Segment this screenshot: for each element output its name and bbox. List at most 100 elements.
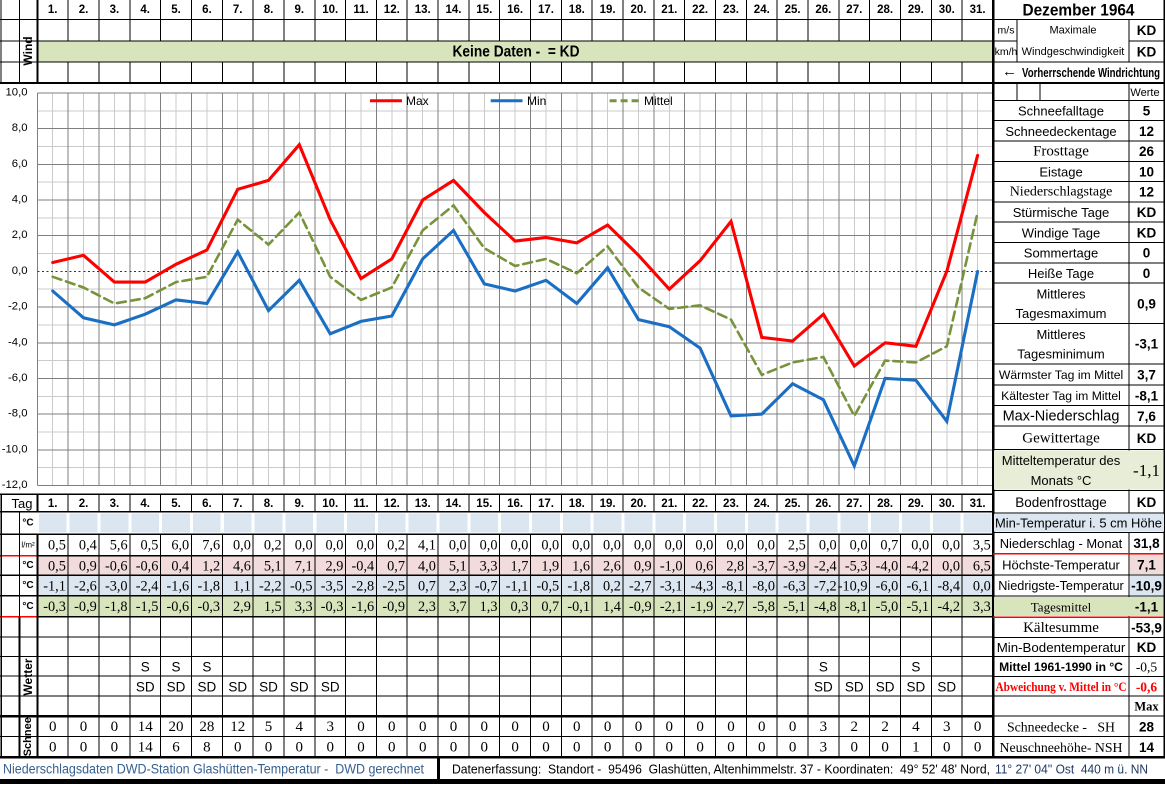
svg-text:9.: 9. [295,498,305,510]
svg-text:3,3: 3,3 [480,558,498,574]
svg-text:Frosttage: Frosttage [1033,144,1089,160]
svg-text:5: 5 [1143,104,1151,119]
svg-text:30.: 30. [939,498,955,510]
svg-text:-6,0: -6,0 [8,372,27,384]
svg-text:-7,2: -7,2 [814,578,837,594]
svg-text:0: 0 [49,740,57,756]
svg-text:6,0: 6,0 [12,158,28,170]
svg-text:18.: 18. [569,498,585,510]
svg-text:-1,1: -1,1 [43,578,66,594]
svg-text:19.: 19. [600,4,616,16]
svg-text:Max-Niederschlag: Max-Niederschlag [1003,408,1120,424]
svg-text:0: 0 [542,740,550,756]
svg-text:0: 0 [1143,246,1151,261]
svg-text:Stürmische Tage: Stürmische Tage [1013,205,1110,220]
svg-text:27.: 27. [846,498,862,510]
svg-text:-0,9: -0,9 [74,599,97,615]
svg-text:-0,6: -0,6 [105,558,128,574]
svg-text:-1,9: -1,9 [691,599,714,615]
svg-text:0: 0 [851,740,859,756]
svg-text:7,1: 7,1 [295,558,313,574]
svg-text:SD: SD [167,680,186,695]
svg-text:-3,7: -3,7 [752,558,775,574]
svg-text:4: 4 [296,719,304,735]
svg-text:2,9: 2,9 [326,558,344,574]
svg-text:26.: 26. [815,498,831,510]
svg-text:Schneedecke - SH: Schneedecke - SH [1007,719,1115,734]
svg-text:4,1: 4,1 [418,538,436,554]
svg-text:Mittel 1961-1990 in °C: Mittel 1961-1990 in °C [999,660,1123,674]
svg-text:0: 0 [296,740,304,756]
svg-text:Wärmster Tag im Mittel: Wärmster Tag im Mittel [999,368,1123,382]
svg-text:Monats °C: Monats °C [1031,473,1092,488]
svg-text:6.: 6. [202,4,212,16]
svg-text:2,3: 2,3 [449,578,467,594]
svg-text:1: 1 [912,740,920,756]
svg-text:Vorherrschende Windrichtung: Vorherrschende Windrichtung [1022,66,1160,80]
svg-text:26.: 26. [815,4,831,16]
svg-text:°C: °C [22,580,33,591]
svg-text:Wetter: Wetter [21,658,35,695]
svg-text:11.: 11. [353,498,368,510]
svg-text:-2,2: -2,2 [259,578,282,594]
svg-text:10.: 10. [322,498,338,510]
svg-text:-8,0: -8,0 [752,578,775,594]
svg-text:0: 0 [388,719,396,735]
svg-text:3.: 3. [110,498,120,510]
svg-text:-10,0: -10,0 [2,443,28,455]
svg-text:24.: 24. [754,498,770,510]
svg-text:°C: °C [22,601,33,612]
svg-text:-5,8: -5,8 [752,599,775,615]
svg-text:5.: 5. [171,498,181,510]
svg-text:0: 0 [604,719,612,735]
svg-text:26: 26 [1139,144,1155,159]
svg-text:Niederschlagsdaten DWD-Station: Niederschlagsdaten DWD-Station Glashütte… [3,762,424,777]
svg-text:SD: SD [845,680,864,695]
svg-text:0: 0 [450,740,458,756]
svg-text:Niederschlagstage: Niederschlagstage [1010,185,1113,200]
svg-text:3: 3 [820,740,828,756]
svg-text:←: ← [1002,63,1017,80]
svg-text:18.: 18. [569,4,585,16]
svg-text:-1,6: -1,6 [352,599,375,615]
svg-text:S: S [141,660,150,675]
svg-text:-1,0: -1,0 [660,558,683,574]
svg-text:SD: SD [136,680,155,695]
svg-text:0: 0 [789,740,797,756]
svg-text:0: 0 [604,740,612,756]
svg-text:6.: 6. [202,498,212,510]
svg-text:12.: 12. [384,4,400,16]
svg-text:Werte: Werte [1130,87,1159,99]
svg-text:-2,6: -2,6 [74,578,97,594]
svg-text:3: 3 [943,719,951,735]
svg-text:0,0: 0,0 [356,538,374,554]
svg-text:0: 0 [758,719,766,735]
svg-text:3,3: 3,3 [973,599,991,615]
svg-text:Neuschneehöhe- NSH: Neuschneehöhe- NSH [1000,740,1123,755]
svg-text:-3,1: -3,1 [660,578,683,594]
svg-text:7,6: 7,6 [202,538,220,554]
svg-text:km/h: km/h [995,46,1018,58]
svg-text:23.: 23. [723,4,739,16]
svg-text:0,5: 0,5 [141,538,159,554]
svg-text:0: 0 [696,740,704,756]
svg-text:-1,1: -1,1 [506,578,529,594]
svg-text:Wind: Wind [21,36,35,65]
svg-text:-2,7: -2,7 [722,599,745,615]
svg-text:0: 0 [666,719,674,735]
svg-text:Mitteltemperatur des: Mitteltemperatur des [1002,453,1121,468]
svg-text:Max: Max [406,94,429,108]
svg-text:5: 5 [265,719,273,735]
svg-text:23.: 23. [723,498,739,510]
svg-text:12: 12 [230,719,245,735]
svg-text:22.: 22. [692,498,708,510]
svg-text:Max: Max [1134,700,1159,714]
svg-text:Min-Bodentemperatur: Min-Bodentemperatur [997,640,1126,655]
svg-text:SD: SD [937,680,956,695]
svg-text:1,9: 1,9 [541,558,559,574]
svg-text:-5,0: -5,0 [876,599,899,615]
svg-text:-4,0: -4,0 [8,336,27,348]
svg-text:-10,9: -10,9 [838,578,868,594]
svg-text:-3,9: -3,9 [783,558,806,574]
svg-text:SD: SD [876,680,895,695]
